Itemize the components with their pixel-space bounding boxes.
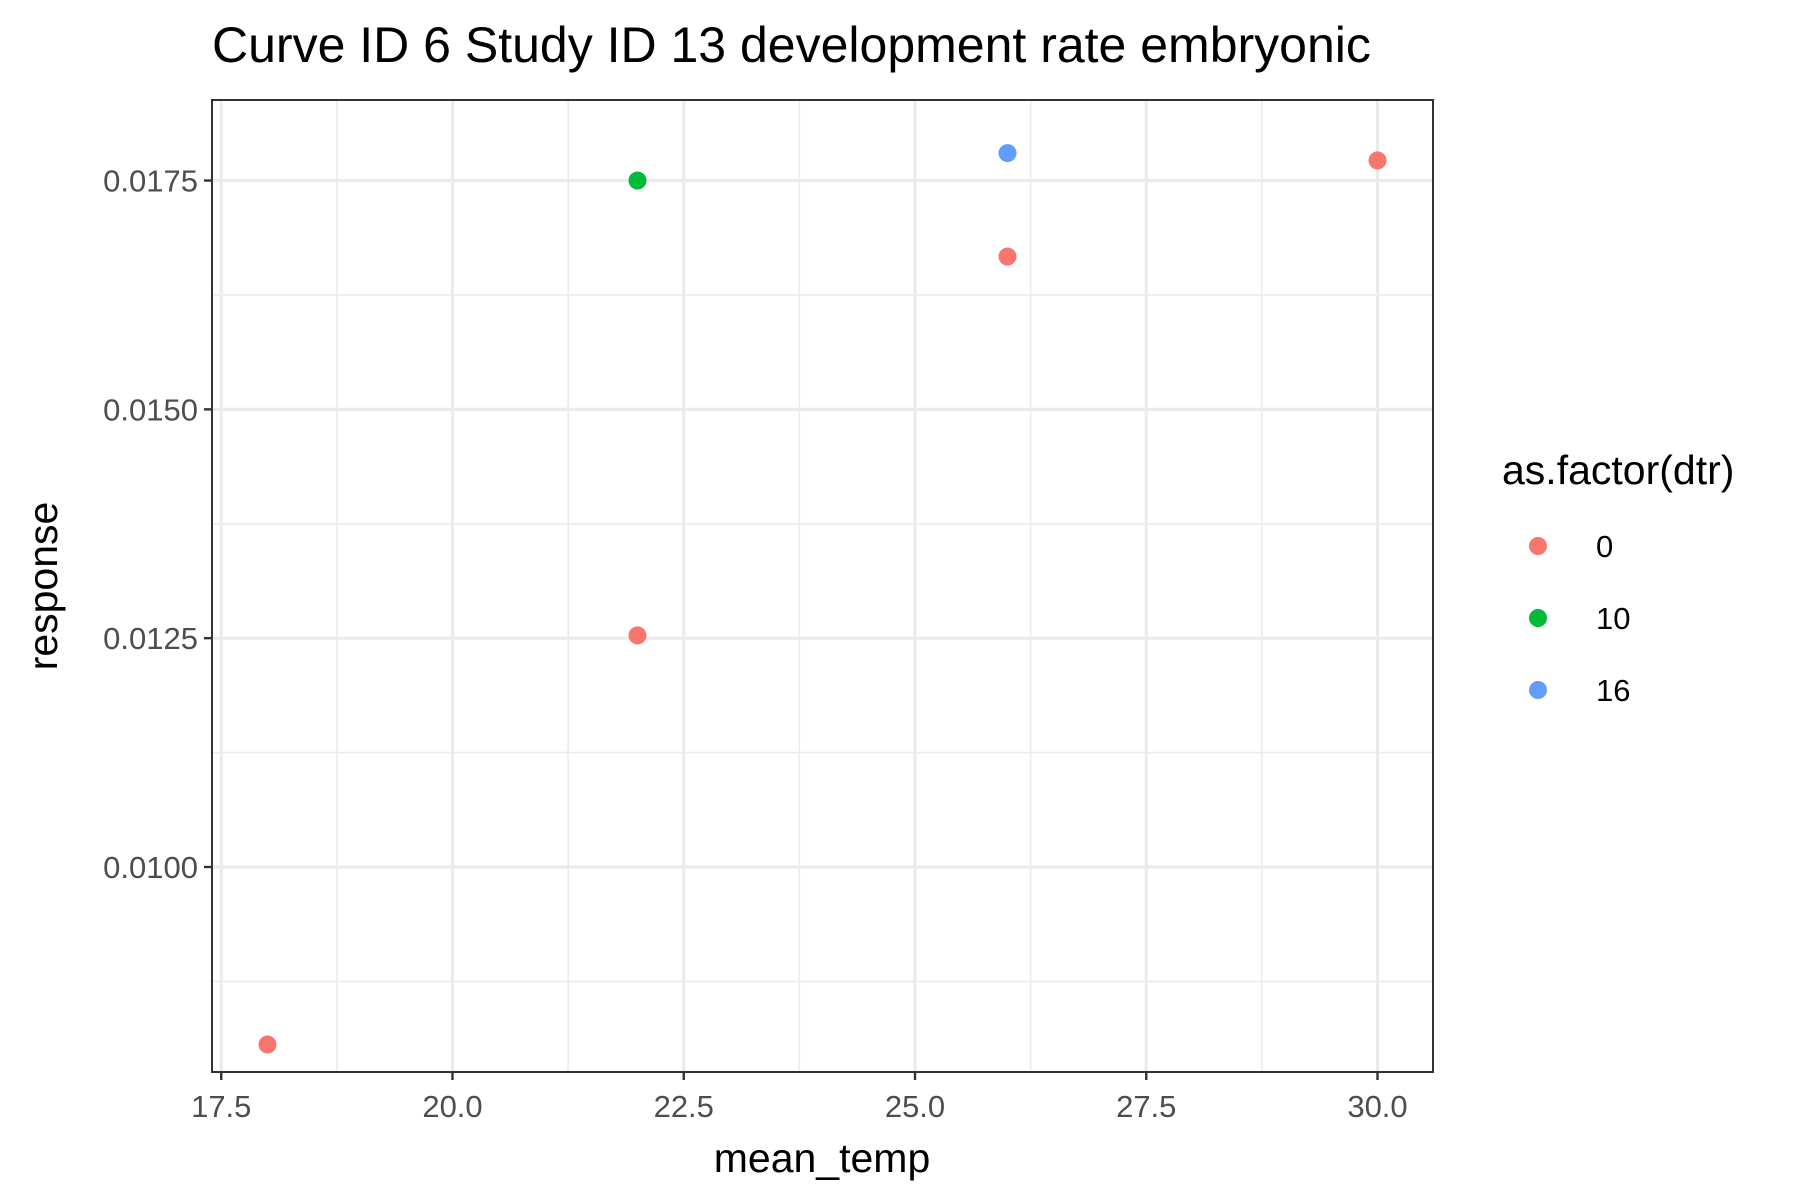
x-tick-label: 30.0 [1347, 1089, 1407, 1124]
x-tick-label: 17.5 [191, 1089, 251, 1124]
y-tick-labels: 0.0100 0.0125 0.0150 0.0175 [103, 164, 198, 885]
x-axis-title: mean_temp [714, 1135, 931, 1181]
data-point-dtr-0 [258, 1035, 277, 1054]
axis-ticks [204, 179, 1379, 1080]
y-tick-label: 0.0150 [103, 392, 198, 427]
grid-lines [212, 100, 1433, 1072]
data-point-dtr-16 [998, 144, 1017, 163]
y-axis-title: response [20, 502, 66, 671]
y-tick-label: 0.0100 [103, 850, 198, 885]
legend-label-16: 16 [1596, 673, 1630, 708]
data-point-dtr-0 [1368, 151, 1387, 170]
data-point-dtr-0 [998, 247, 1017, 266]
x-tick-label: 20.0 [422, 1089, 482, 1124]
x-tick-label: 25.0 [885, 1089, 945, 1124]
y-tick-label: 0.0175 [103, 164, 198, 199]
legend-key-10 [1529, 609, 1547, 627]
x-tick-label: 27.5 [1116, 1089, 1176, 1124]
legend-label-10: 10 [1596, 601, 1630, 636]
x-tick-labels: 17.5 20.0 22.5 25.0 27.5 30.0 [191, 1089, 1408, 1124]
legend-label-0: 0 [1596, 529, 1613, 564]
legend-key-0 [1529, 537, 1547, 555]
data-point-dtr-10 [628, 171, 647, 190]
legend: as.factor(dtr) 0 10 16 [1502, 447, 1734, 708]
data-points [258, 144, 1387, 1054]
plot-background [212, 100, 1433, 1072]
data-point-dtr-0 [628, 626, 647, 645]
legend-entries: 0 10 16 [1529, 529, 1630, 708]
y-tick-label: 0.0125 [103, 621, 198, 656]
plot-border [211, 99, 1434, 1073]
x-tick-label: 22.5 [654, 1089, 714, 1124]
legend-key-16 [1529, 681, 1547, 699]
chart-title: Curve ID 6 Study ID 13 development rate … [212, 17, 1371, 73]
legend-title: as.factor(dtr) [1502, 447, 1734, 493]
